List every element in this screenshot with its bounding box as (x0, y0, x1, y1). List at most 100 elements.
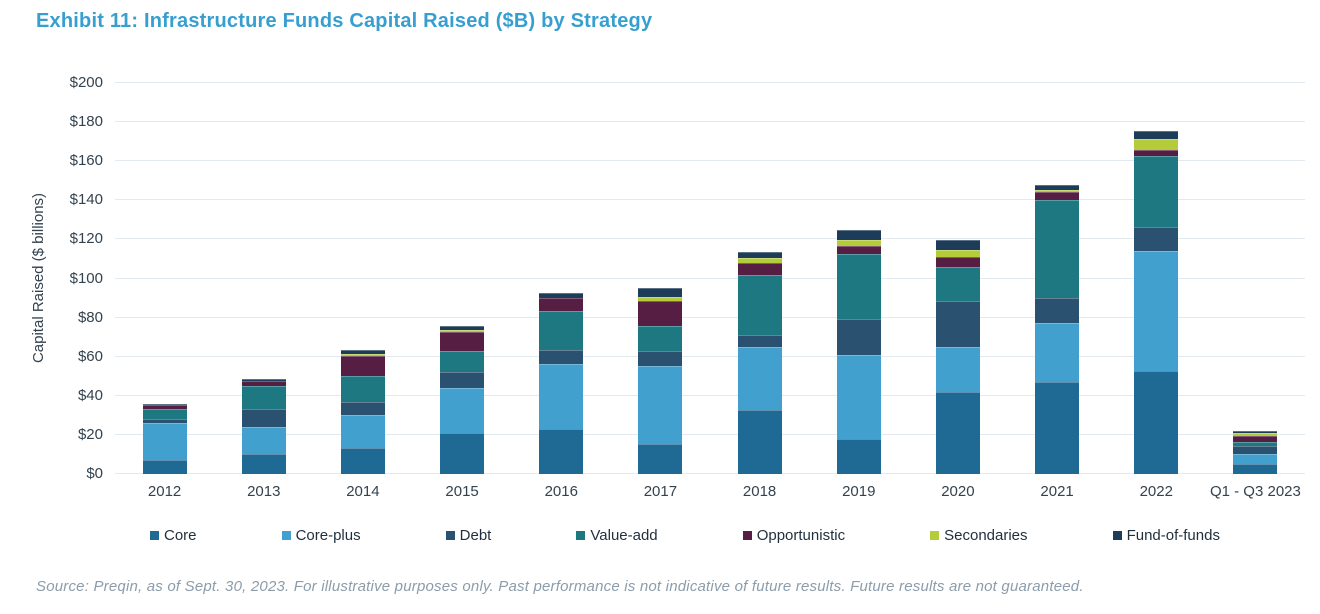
legend-swatch-icon (445, 531, 455, 540)
bar-segment-opportunistic (440, 332, 485, 351)
legend-label: Debt (459, 527, 492, 544)
gridline (115, 316, 1305, 318)
y-tick-label: $140 (69, 191, 103, 209)
y-tick-label: $80 (77, 308, 103, 326)
x-tick-label: 2012 (147, 483, 182, 500)
bar-segment-core-plus (737, 346, 782, 410)
bar-segment-debt (539, 349, 584, 364)
legend-swatch-icon (742, 531, 752, 540)
bar-segment-opportunistic (1233, 435, 1278, 442)
chart-legend: Core Core-plus Debt Value-add Opportunistic S… (150, 527, 1220, 544)
bar-segment-value-add (638, 326, 683, 351)
gridline (115, 355, 1305, 357)
bar-segment-value-add (1233, 441, 1278, 446)
gridline (115, 433, 1305, 435)
bar-segment-value-add (440, 350, 485, 373)
y-tick-label: $160 (69, 152, 103, 170)
legend-item-secondaries: Secondaries (930, 527, 1028, 544)
x-tick-label: Q1 - Q3 2023 (1209, 483, 1301, 500)
bar-column-2016 (539, 293, 584, 474)
legend-label: Value-add (590, 527, 658, 544)
bar-segment-secondaries (1134, 138, 1179, 150)
bar-segment-secondaries (340, 353, 385, 356)
bar-column-2014 (340, 349, 385, 474)
bar-column-2017 (638, 288, 683, 474)
bar-segment-secondaries (935, 250, 980, 258)
bar-segment-debt (836, 318, 881, 355)
bar-column-2022 (1134, 130, 1179, 474)
legend-swatch-icon (930, 531, 940, 540)
y-tick-label: $120 (69, 230, 103, 248)
bar-segment-debt (935, 301, 980, 347)
y-tick-label: $100 (69, 269, 103, 287)
gridline (115, 82, 1305, 83)
bar-segment-fund-of-funds (737, 252, 782, 259)
x-tick-label: 2015 (445, 483, 479, 500)
bar-segment-opportunistic (539, 298, 584, 311)
bar-segment-opportunistic (340, 355, 385, 377)
bar-segment-core-plus (1233, 454, 1278, 465)
bar-segment-opportunistic (935, 257, 980, 267)
bar-segment-debt (1134, 226, 1179, 252)
bar-column-2015 (440, 326, 485, 474)
bar-segment-fund-of-funds (539, 293, 584, 299)
bar-segment-value-add (340, 376, 385, 402)
stacked-bar-chart (115, 82, 1305, 474)
x-tick-label: 2022 (1139, 483, 1173, 500)
bar-segment-core (1035, 382, 1080, 474)
bar-segment-fund-of-funds (340, 349, 385, 354)
gridline (115, 473, 1305, 474)
bar-segment-opportunistic (142, 404, 187, 409)
gridline (115, 394, 1305, 396)
y-tick-label: $40 (77, 386, 103, 404)
bar-segment-secondaries (737, 258, 782, 263)
bar-column-q1-q3-2023 (1233, 431, 1278, 474)
gridline (115, 160, 1305, 162)
page-title: Exhibit 11: Infrastructure Funds Capital… (36, 10, 653, 32)
bar-segment-core (241, 454, 286, 474)
bar-segment-value-add (836, 254, 881, 319)
bar-segment-core-plus (935, 346, 980, 392)
bar-segment-value-add (935, 266, 980, 301)
bar-segment-fund-of-funds (142, 403, 187, 405)
legend-item-core-plus: Core-plus (281, 527, 361, 544)
legend-swatch-icon (150, 531, 159, 540)
bar-segment-value-add (1134, 156, 1179, 227)
y-tick-label: $180 (69, 113, 103, 131)
bar-segment-fund-of-funds (935, 240, 980, 251)
bar-segment-core (836, 438, 881, 474)
gridline (115, 277, 1305, 279)
bar-column-2021 (1035, 184, 1080, 474)
bar-segment-secondaries (440, 330, 485, 333)
bar-segment-fund-of-funds (836, 229, 881, 241)
bar-segment-core-plus (1134, 251, 1179, 372)
bar-segment-opportunistic (836, 246, 881, 255)
legend-label: Core-plus (295, 527, 361, 544)
legend-swatch-icon (576, 531, 586, 540)
legend-label: Core (164, 527, 197, 544)
legend-item-opportunistic: Opportunistic (742, 527, 846, 544)
bar-segment-core-plus (638, 365, 683, 444)
y-tick-label: $0 (86, 465, 103, 482)
bar-segment-core (1134, 371, 1179, 474)
legend-label: Fund-of-funds (1126, 527, 1220, 544)
bar-segment-core (737, 409, 782, 474)
source-note: Source: Preqin, as of Sept. 30, 2023. Fo… (36, 578, 1084, 595)
bar-segment-fund-of-funds (638, 288, 683, 298)
bar-segment-debt (638, 350, 683, 366)
bar-column-2018 (737, 252, 782, 474)
bar-segment-core-plus (440, 388, 485, 433)
y-tick-label: $200 (69, 74, 103, 91)
legend-label: Opportunistic (756, 527, 846, 544)
legend-item-value-add: Value-add (576, 527, 658, 544)
bar-segment-core-plus (142, 423, 187, 461)
x-tick-label: 2016 (544, 483, 578, 500)
gridline (115, 121, 1305, 123)
bar-segment-debt (1035, 298, 1080, 324)
bar-column-2013 (241, 379, 286, 474)
bar-segment-secondaries (638, 297, 683, 302)
gridline (115, 238, 1305, 240)
bar-segment-value-add (241, 386, 286, 409)
legend-item-fund-of-funds: Fund-of-funds (1112, 527, 1220, 544)
bar-segment-opportunistic (638, 301, 683, 327)
